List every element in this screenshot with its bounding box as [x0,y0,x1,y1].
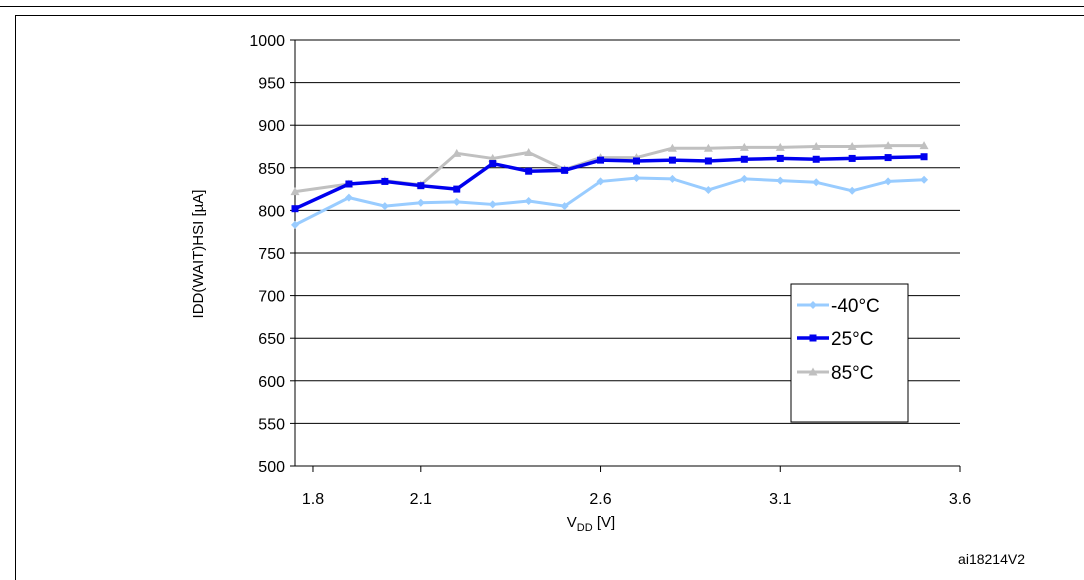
legend-swatch-marker [809,301,817,309]
data-point [704,185,713,194]
data-point [524,147,534,156]
data-point [345,180,353,188]
legend-label: 85°C [831,363,873,384]
legend-swatch-marker [809,334,817,342]
series-line [294,154,925,211]
data-point [489,160,497,168]
figure-code: ai18214V2 [958,551,1025,567]
y-tick-label: 650 [258,331,285,348]
grid-lines [295,39,960,424]
data-point [848,186,857,195]
data-point [291,220,299,229]
y-tick-label: 1000 [249,33,285,50]
x-tick-labels: 1.8 2.1 2.6 3.1 3.6 [302,491,971,508]
y-tick-label: 750 [258,246,285,263]
data-point [561,166,569,174]
data-point [597,156,605,164]
data-point [847,142,857,150]
data-point [811,142,821,150]
legend-entry: 85°C [797,363,873,384]
y-tick-labels: 500 550 600 650 700 750 800 850 900 950 1000 [249,33,285,476]
data-point [812,178,821,187]
y-axis-title: IDD(WAIT)HSI [µA] [190,190,207,319]
data-point [380,202,389,211]
y-tick-label: 600 [258,374,285,391]
y-tick-label: 900 [258,118,285,135]
data-point [417,182,425,190]
data-point [884,177,893,186]
data-point [920,153,928,161]
data-point [668,156,676,164]
data-point [776,154,784,162]
x-tick-label: 1.8 [302,491,324,508]
y-tick-label: 700 [258,289,285,306]
legend-swatch-marker [808,367,818,376]
data-point [290,187,300,196]
data-point [632,174,641,183]
data-point [525,167,533,175]
data-point [775,142,785,151]
legend-entry: 25°C [797,329,873,350]
series--40°C [291,174,929,229]
x-axis-title: VDD [V] [567,514,615,534]
data-point [812,155,820,163]
data-point [416,198,425,207]
data-point [596,177,605,186]
series-25°C [291,153,928,213]
data-point [452,197,461,206]
legend-entry: -40°C [797,296,880,317]
data-point [884,154,892,162]
x-tick-label: 3.6 [949,491,971,508]
data-point [291,205,299,213]
data-point [740,174,749,183]
data-point [453,185,461,193]
series-lines [290,141,929,229]
axes [290,39,961,472]
data-point [919,141,929,150]
y-tick-label: 850 [258,161,285,178]
data-point [668,174,677,183]
x-tick-label: 2.1 [410,491,432,508]
data-point [488,200,497,209]
data-point [560,202,569,211]
data-point [740,155,748,163]
x-tick-label: 2.6 [589,491,611,508]
x-axis-title-unit: [V] [593,514,616,531]
data-point [524,197,533,206]
data-point [381,177,389,185]
data-point [452,148,462,157]
data-point [667,143,677,152]
data-point [488,153,498,162]
data-point [344,193,353,202]
y-tick-label: 950 [258,76,285,93]
legend-label: -40°C [831,296,880,317]
data-point [848,154,856,162]
data-point [776,176,785,185]
figure-frame [15,15,1084,580]
data-point [739,142,749,151]
legend-label: 25°C [831,329,873,350]
series-line [294,176,925,227]
caption-strip [0,0,1084,7]
data-point [703,143,713,152]
legend-box [790,283,909,423]
data-point [883,141,893,150]
data-point [632,157,640,165]
data-point [920,175,929,184]
y-tick-label: 550 [258,416,285,433]
x-axis-title-main: V [567,514,577,531]
legend: -40°C 25°C 85°C [790,283,909,423]
y-tick-label: 500 [258,459,285,476]
y-tick-label: 800 [258,203,285,220]
x-tick-label: 3.1 [769,491,791,508]
x-axis-title-sub: DD [577,522,593,534]
data-point [704,157,712,165]
